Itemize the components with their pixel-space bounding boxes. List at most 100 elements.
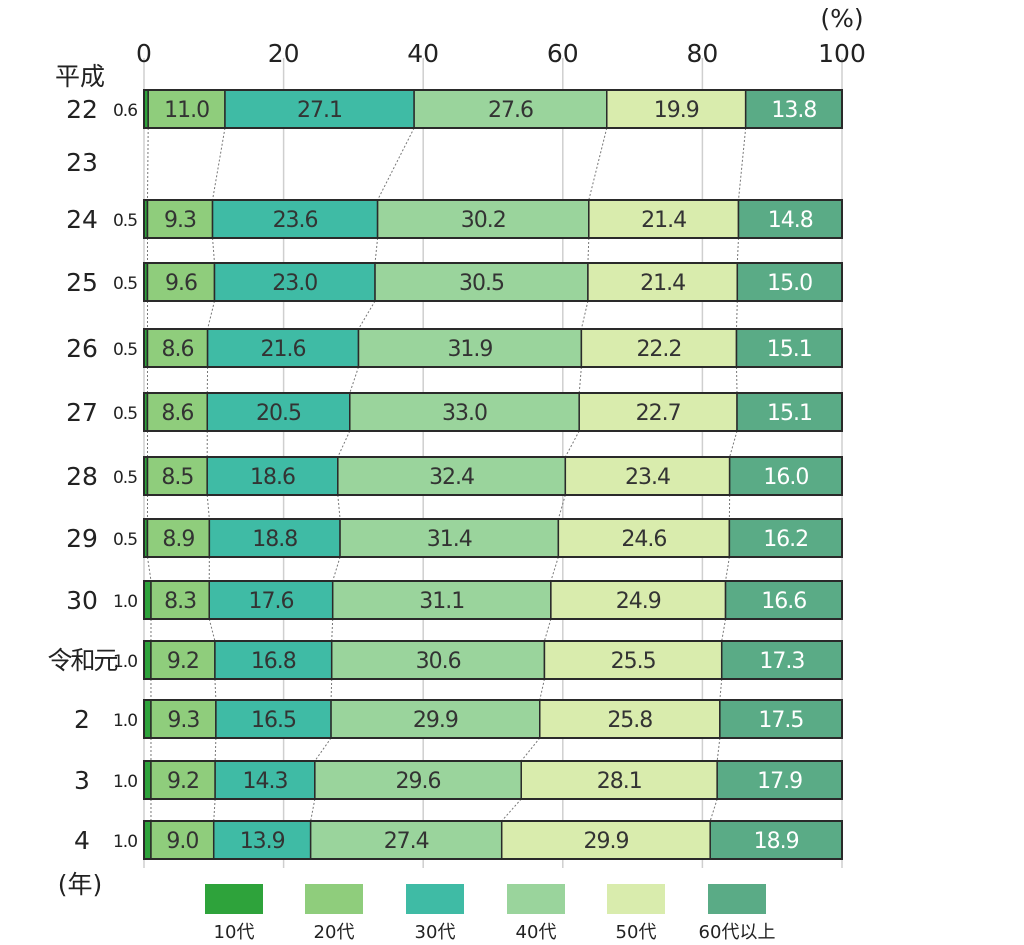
value-label: 0.5	[113, 468, 137, 488]
value-label: 1.0	[113, 832, 137, 852]
value-label: 16.2	[763, 527, 808, 552]
value-label: 8.5	[161, 465, 193, 490]
legend-label: 20代	[314, 922, 355, 943]
connector-line	[331, 618, 334, 642]
bar-segment	[716, 760, 843, 800]
bar-segment	[150, 640, 216, 680]
bar-outline	[143, 89, 843, 129]
bar-segment	[578, 392, 738, 432]
bar-segment	[357, 328, 583, 368]
value-label: 30.5	[459, 271, 504, 296]
category-label: 27	[66, 398, 98, 427]
x-tick-label: 60	[547, 39, 579, 68]
labels: 0 20 40 60 80 100 (%) 平成 (年) 22 0.6 11.0 27.1 27.6 19.…	[47, 4, 865, 899]
value-label: 9.3	[167, 708, 199, 733]
value-label: 20.5	[256, 401, 301, 426]
value-label: 0.5	[113, 340, 137, 360]
value-label: 29.9	[583, 829, 628, 854]
connector-line	[716, 737, 721, 762]
bar-outline	[143, 328, 843, 368]
bar-segment	[557, 518, 731, 558]
connector-line	[539, 678, 545, 701]
bar-segment	[150, 699, 217, 739]
bar-segment	[314, 760, 522, 800]
connector-line	[588, 127, 608, 201]
value-label: 8.3	[164, 589, 196, 614]
bar-outline	[143, 820, 843, 860]
connector-line	[543, 618, 552, 642]
category-label: 24	[66, 205, 98, 234]
connector-line	[737, 127, 747, 201]
bar-outline	[143, 456, 843, 496]
connector-line	[358, 300, 376, 330]
legend-swatch	[507, 884, 565, 914]
value-label: 8.6	[161, 401, 193, 426]
value-label: 33.0	[442, 401, 487, 426]
value-label: 22.7	[636, 401, 681, 426]
value-label: 1.0	[113, 772, 137, 792]
connector-line	[214, 737, 217, 762]
bar-segment	[146, 518, 211, 558]
connector-line	[310, 798, 316, 822]
connector-line	[587, 237, 590, 264]
bar-outline	[143, 580, 843, 620]
legend-label: 10代	[214, 922, 255, 943]
era-label: 平成	[55, 62, 105, 91]
value-label: 23.0	[272, 271, 317, 296]
bar-outline	[143, 699, 843, 739]
value-label: 27.1	[297, 98, 342, 123]
bars	[143, 89, 843, 860]
bar-segment	[150, 760, 216, 800]
connector-line	[146, 127, 149, 201]
value-label: 21.4	[641, 208, 686, 233]
x-tick-label: 80	[686, 39, 718, 68]
connector-line	[212, 127, 226, 201]
value-label: 21.6	[261, 337, 306, 362]
bar-segment	[744, 89, 843, 129]
bar-outline	[143, 199, 843, 239]
value-label: 16.0	[763, 465, 808, 490]
category-label: 29	[66, 524, 98, 553]
bar-segment	[213, 262, 376, 302]
connector-line	[377, 127, 415, 201]
value-label: 13.9	[240, 829, 285, 854]
bar-segment	[146, 392, 209, 432]
bar-segment	[543, 640, 723, 680]
value-label: 24.6	[621, 527, 666, 552]
value-label: 21.4	[640, 271, 685, 296]
value-label: 14.3	[242, 769, 287, 794]
legend-swatch	[708, 884, 766, 914]
value-label: 0.5	[113, 404, 137, 424]
connector-line	[725, 556, 730, 582]
connector-line	[330, 678, 333, 701]
value-label: 14.8	[768, 208, 813, 233]
value-label: 17.3	[759, 649, 804, 674]
value-label: 0.5	[113, 274, 137, 294]
connector-line	[337, 430, 351, 458]
category-label: 2	[74, 705, 90, 734]
connector-line	[349, 366, 359, 394]
bar-segment	[330, 699, 541, 739]
legend-label: 40代	[516, 922, 557, 943]
value-label: 0.6	[113, 101, 137, 121]
value-label: 9.2	[167, 649, 199, 674]
value-label: 17.5	[758, 708, 803, 733]
bar-segment	[143, 820, 152, 860]
value-label: 9.0	[166, 829, 198, 854]
value-label: 15.0	[767, 271, 812, 296]
bar-segment	[728, 518, 843, 558]
value-label: 19.9	[654, 98, 699, 123]
value-label: 17.6	[248, 589, 293, 614]
connector-line	[564, 430, 580, 458]
value-label: 16.8	[251, 649, 296, 674]
value-label: 8.9	[162, 527, 194, 552]
bar-segment	[143, 580, 152, 620]
bar-segment	[500, 820, 711, 860]
value-label: 32.4	[429, 465, 474, 490]
value-label: 1.0	[113, 711, 137, 731]
value-label: 16.6	[761, 589, 806, 614]
bar-segment	[413, 89, 608, 129]
bar-segment	[520, 760, 718, 800]
category-label: 22	[66, 95, 98, 124]
connector-lines	[146, 127, 747, 822]
